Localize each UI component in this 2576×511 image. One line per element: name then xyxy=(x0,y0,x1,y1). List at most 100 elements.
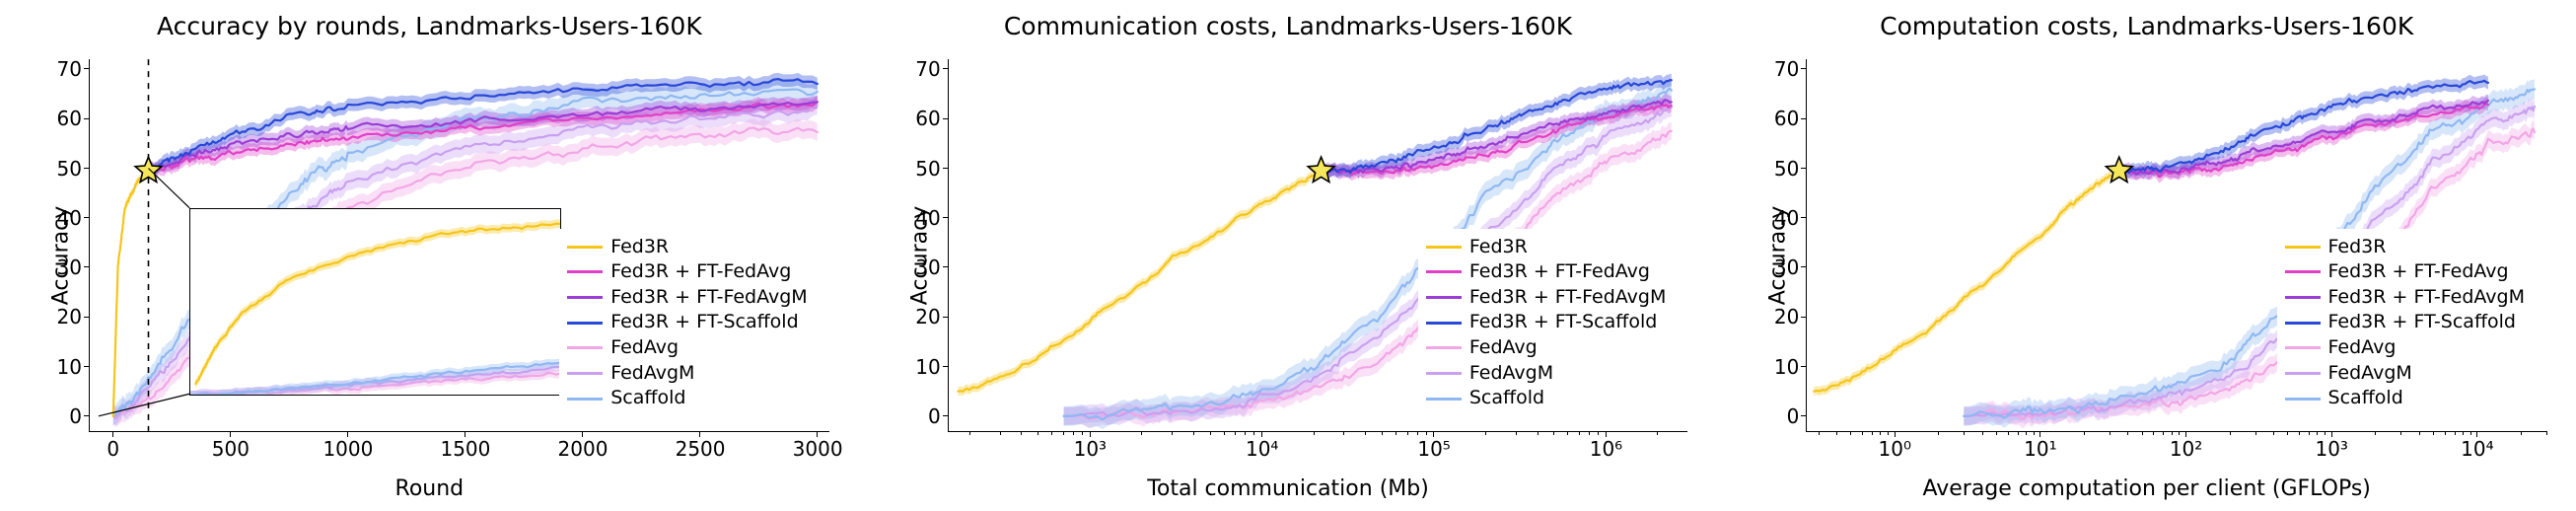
legend-label: Fed3R + FT-Scaffold xyxy=(1469,310,1657,335)
y-tick xyxy=(84,68,90,69)
legend-label: FedAvg xyxy=(2328,335,2397,361)
legend-swatch xyxy=(2285,398,2321,401)
x-ticklabel: 10⁵ xyxy=(1417,437,1450,461)
y-tick xyxy=(943,366,949,367)
y-ticklabel: 50 xyxy=(1774,157,1799,181)
x-tick-minor xyxy=(2287,431,2288,435)
x-tick-minor xyxy=(1862,431,1863,435)
y-tick xyxy=(943,317,949,318)
legend-swatch xyxy=(1426,296,1462,299)
y-ticklabel: 0 xyxy=(928,404,941,428)
y-tick xyxy=(84,118,90,119)
y-tick xyxy=(943,217,949,218)
y-ticklabel: 40 xyxy=(1774,206,1799,230)
y-ticklabel: 10 xyxy=(915,355,940,379)
legend-label: Scaffold xyxy=(610,386,685,411)
panel-computation-costs: Computation costs, Landmarks-Users-160K … xyxy=(1717,0,2576,511)
y-tick xyxy=(84,317,90,318)
panel2-legend: Fed3RFed3R + FT-FedAvgFed3R + FT-FedAvgM… xyxy=(1418,229,1676,417)
legend-item-Fed3R: Fed3R xyxy=(2285,235,2525,260)
legend-item-Fed3R_FTScaffold: Fed3R + FT-Scaffold xyxy=(2285,310,2525,335)
x-tick-minor xyxy=(1938,431,1939,435)
x-tick-minor xyxy=(2172,431,2173,435)
legend-item-FedAvgM: FedAvgM xyxy=(567,361,807,387)
x-tick-minor xyxy=(2445,431,2446,435)
x-tick-minor xyxy=(2153,431,2154,435)
legend-item-Scaffold: Scaffold xyxy=(2285,386,2525,411)
legend-swatch xyxy=(2285,296,2321,299)
panel1-xlabel: Round xyxy=(0,476,859,501)
legend-label: FedAvg xyxy=(610,335,679,361)
y-ticklabel: 20 xyxy=(57,305,82,328)
x-ticklabel: 10⁶ xyxy=(1590,437,1622,461)
x-ticklabel: 0 xyxy=(107,437,119,461)
legend-swatch xyxy=(1426,346,1462,349)
y-ticklabel: 60 xyxy=(57,107,82,130)
x-tick-minor xyxy=(1589,431,1590,435)
inset-connector xyxy=(148,169,189,208)
panel-communication-costs: Communication costs, Landmarks-Users-160… xyxy=(859,0,1718,511)
y-ticklabel: 60 xyxy=(1774,107,1799,130)
x-tick-minor xyxy=(1210,431,1211,435)
x-tick-minor xyxy=(2179,431,2180,435)
y-tick xyxy=(943,168,949,169)
x-tick-minor xyxy=(2299,431,2300,435)
x-tick-minor xyxy=(1365,431,1366,435)
legend-swatch xyxy=(1426,372,1462,375)
legend-item-Fed3R: Fed3R xyxy=(1426,235,1666,260)
y-ticklabel: 50 xyxy=(915,157,940,181)
legend-label: FedAvg xyxy=(1469,335,1538,361)
y-tick xyxy=(1801,68,1807,69)
y-tick xyxy=(1801,217,1807,218)
x-tick-minor xyxy=(2521,431,2522,435)
legend-swatch xyxy=(567,372,603,375)
legend-label: Fed3R + FT-FedAvgM xyxy=(610,285,807,311)
x-tick-minor xyxy=(2325,431,2326,435)
legend-label: Scaffold xyxy=(2328,386,2403,411)
x-tick-minor xyxy=(2419,431,2420,435)
x-tick-minor xyxy=(1382,431,1383,435)
y-ticklabel: 0 xyxy=(1787,404,1800,428)
legend-item-Fed3R_FTFedAvgM: Fed3R + FT-FedAvgM xyxy=(1426,285,1666,311)
legend-swatch xyxy=(567,322,603,325)
y-tick xyxy=(84,217,90,218)
x-tick-minor xyxy=(1235,431,1236,435)
legend-swatch xyxy=(1426,322,1462,325)
panel1-plot-area: Fed3RFed3R + FT-FedAvgFed3R + FT-FedAvgM… xyxy=(89,59,829,432)
legend-label: Fed3R xyxy=(1469,235,1528,260)
x-ticklabel: 1500 xyxy=(440,437,490,461)
x-tick-minor xyxy=(2317,431,2318,435)
x-tick-minor xyxy=(1598,431,1599,435)
x-ticklabel: 10² xyxy=(2170,437,2202,461)
x-tick-minor xyxy=(1880,431,1881,435)
x-tick-minor xyxy=(1343,431,1344,435)
legend-swatch xyxy=(1426,270,1462,273)
figure: Accuracy by rounds, Landmarks-Users-160K… xyxy=(0,0,2576,511)
panel3-legend: Fed3RFed3R + FT-FedAvgFed3R + FT-FedAvgM… xyxy=(2277,229,2535,417)
x-tick-minor xyxy=(2142,431,2143,435)
legend-swatch xyxy=(1426,246,1462,249)
x-tick-minor xyxy=(1850,431,1851,435)
legend-item-Fed3R_FTFedAvgM: Fed3R + FT-FedAvgM xyxy=(567,285,807,311)
panel3-xlabel: Average computation per client (GFLOPs) xyxy=(1717,476,2576,501)
x-tick-minor xyxy=(2026,431,2027,435)
legend-label: Fed3R + FT-FedAvg xyxy=(1469,259,1650,285)
legend-item-Fed3R_FTScaffold: Fed3R + FT-Scaffold xyxy=(1426,310,1666,335)
x-tick-minor xyxy=(1836,431,1837,435)
x-tick-minor xyxy=(969,431,970,435)
x-tick-minor xyxy=(1996,431,1997,435)
y-tick xyxy=(943,266,949,267)
x-tick-minor xyxy=(2455,431,2456,435)
x-tick-minor xyxy=(2546,431,2547,435)
x-tick-minor xyxy=(1964,431,1965,435)
legend-label: FedAvgM xyxy=(1469,361,1553,387)
legend-label: Scaffold xyxy=(1469,386,1544,411)
y-ticklabel: 20 xyxy=(1774,305,1799,328)
y-tick xyxy=(84,266,90,267)
x-tick-minor xyxy=(2034,431,2035,435)
x-tick-minor xyxy=(1000,431,1001,435)
legend-label: Fed3R + FT-FedAvgM xyxy=(2328,285,2525,311)
legend-swatch xyxy=(567,270,603,273)
series-line-Fed3R xyxy=(1815,172,2119,392)
y-tick xyxy=(1801,317,1807,318)
